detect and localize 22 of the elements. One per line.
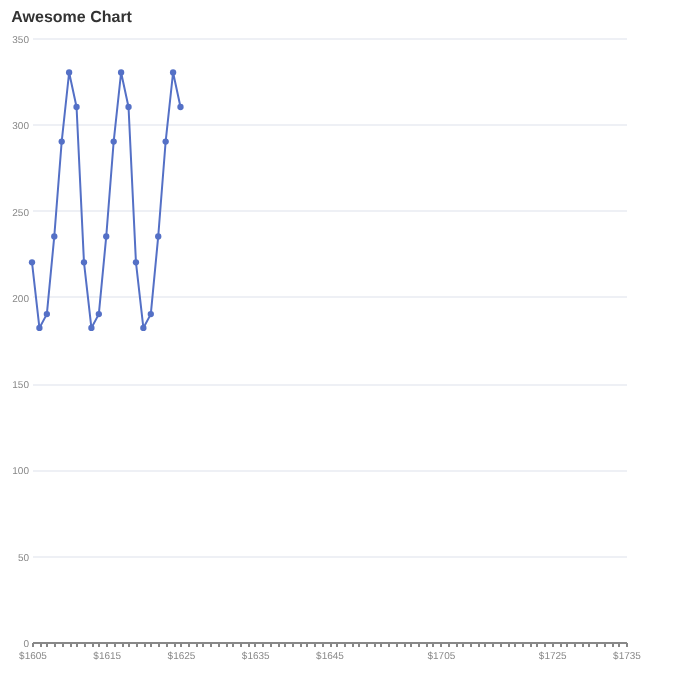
chart-title: Awesome Chart [11, 8, 133, 26]
point [73, 103, 80, 111]
point [88, 324, 95, 332]
point [103, 233, 110, 240]
point [162, 138, 169, 145]
point [95, 310, 102, 318]
point [80, 259, 88, 266]
point [147, 310, 154, 318]
point [65, 69, 73, 76]
point [177, 103, 184, 111]
point [58, 138, 65, 145]
point [51, 233, 58, 240]
point [155, 233, 162, 240]
point [110, 138, 117, 145]
point [140, 324, 147, 332]
point [43, 310, 51, 318]
point [36, 324, 43, 332]
point [132, 259, 140, 266]
point [125, 103, 132, 111]
point [169, 69, 177, 76]
point [28, 259, 36, 266]
point [117, 69, 125, 76]
